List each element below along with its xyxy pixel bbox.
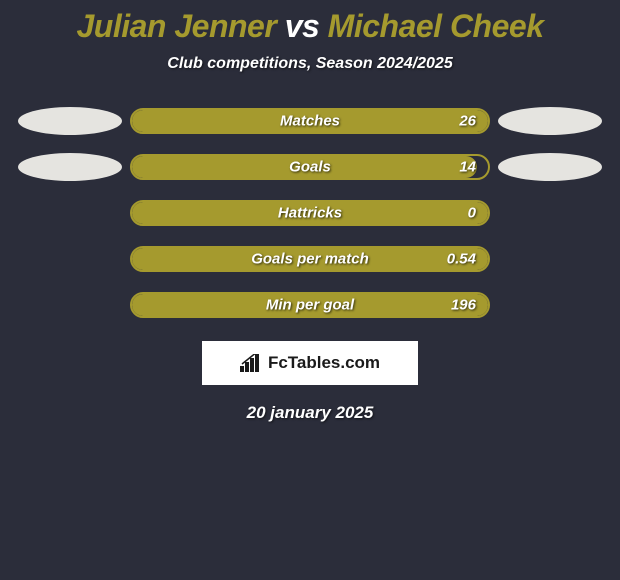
player2-value: 14 [459, 159, 476, 176]
page-title: Julian Jenner vs Michael Cheek [0, 8, 620, 45]
right-value-slot [490, 153, 610, 181]
stat-bar: Min per goal 196 [130, 292, 490, 318]
player2-value: 26 [459, 113, 476, 130]
stat-label: Goals per match [251, 251, 369, 268]
left-value-slot [10, 107, 130, 135]
player2-value: 0.54 [447, 251, 476, 268]
stat-row: Goals 14 [10, 153, 610, 181]
player1-value-ellipse [18, 153, 122, 181]
player2-value: 196 [451, 297, 476, 314]
subtitle: Club competitions, Season 2024/2025 [0, 55, 620, 73]
stat-row: Goals per match 0.54 [10, 245, 610, 273]
title-player2: Michael Cheek [328, 8, 544, 44]
chart-icon [240, 354, 262, 372]
left-value-slot [10, 153, 130, 181]
right-value-slot [490, 107, 610, 135]
player2-value-ellipse [498, 153, 602, 181]
stat-bar: Goals 14 [130, 154, 490, 180]
stat-label: Min per goal [266, 297, 354, 314]
stat-row: Min per goal 196 [10, 291, 610, 319]
player1-value-ellipse [18, 107, 122, 135]
footer-date: 20 january 2025 [0, 403, 620, 423]
comparison-card: Julian Jenner vs Michael Cheek Club comp… [0, 0, 620, 423]
player2-value-ellipse [498, 107, 602, 135]
stat-label: Hattricks [278, 205, 342, 222]
brand-text: FcTables.com [268, 353, 380, 373]
stat-bar: Matches 26 [130, 108, 490, 134]
stat-rows: Matches 26 Goals 14 Hattricks 0 Goals per matc… [0, 107, 620, 319]
stat-row: Matches 26 [10, 107, 610, 135]
title-vs: vs [285, 8, 320, 44]
title-player1: Julian Jenner [77, 8, 277, 44]
stat-label: Goals [289, 159, 331, 176]
stat-bar: Hattricks 0 [130, 200, 490, 226]
stat-row: Hattricks 0 [10, 199, 610, 227]
stat-label: Matches [280, 113, 340, 130]
player2-value: 0 [468, 205, 476, 222]
stat-bar: Goals per match 0.54 [130, 246, 490, 272]
brand-badge[interactable]: FcTables.com [202, 341, 418, 385]
